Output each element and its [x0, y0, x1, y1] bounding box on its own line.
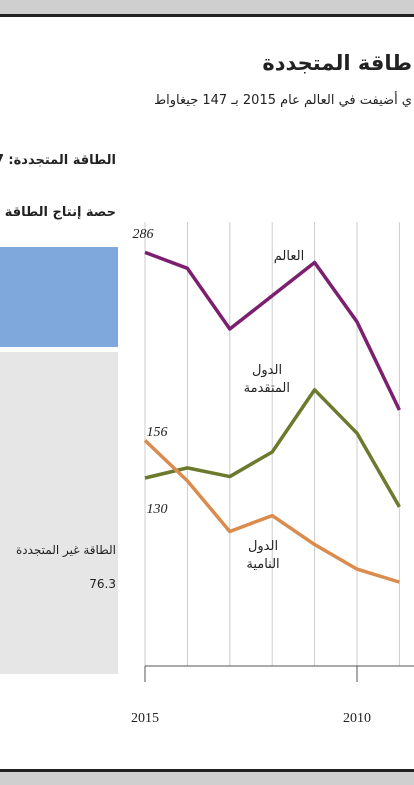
value-label: 286	[133, 227, 154, 242]
renewable-block	[0, 247, 118, 347]
series-label: العالم	[273, 249, 305, 264]
panel-heading: حصة إنتاج الطاقة	[4, 205, 116, 220]
value-label: 156	[147, 425, 168, 440]
panel-label: الطاقة المتجددة: 7	[0, 153, 116, 168]
value-label: 130	[147, 502, 168, 517]
series-line	[143, 439, 400, 584]
panel-label: الطاقة غير المتجددة	[15, 543, 116, 557]
series-line	[144, 250, 401, 411]
series-label: الدول المتقدمة	[243, 363, 290, 396]
panel-value: 76.3	[89, 577, 116, 591]
nonrenewable-block	[0, 352, 118, 674]
chart-subtitle: ي أضيفت في العالم عام 2015 بـ 147 جيغاوا…	[154, 93, 412, 108]
x-tick-label: 2015	[131, 711, 159, 726]
series-line	[144, 388, 401, 508]
frame: طاقة المتجددة ي أضيفت في العالم عام 2015…	[0, 14, 414, 772]
x-tick-label: 2010	[343, 711, 371, 726]
chart-title: طاقة المتجددة	[262, 51, 412, 75]
series-label: الدول النامية	[246, 539, 280, 572]
